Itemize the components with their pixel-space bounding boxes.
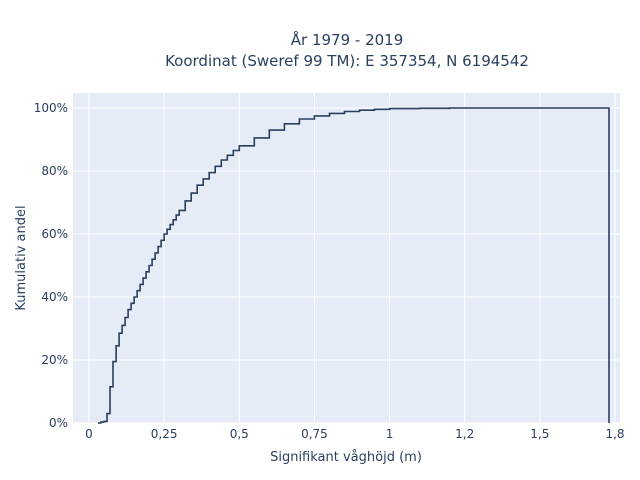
y-tick-label: 100% xyxy=(34,101,68,115)
y-tick-labels: 0% 20% 40% 60% 80% 100% xyxy=(34,101,68,430)
y-tick-label: 80% xyxy=(41,164,68,178)
x-tick-label: 1,8 xyxy=(605,427,624,441)
x-tick-label: 0 xyxy=(85,427,93,441)
x-tick-label: 1,5 xyxy=(530,427,549,441)
x-tick-label: 0,5 xyxy=(230,427,249,441)
x-tick-labels: 0 0,25 0,5 0,75 1 1,2 1,5 1,8 xyxy=(85,427,624,441)
x-tick-label: 0,25 xyxy=(151,427,178,441)
series-layer xyxy=(98,107,610,424)
x-tick-label: 1 xyxy=(386,427,394,441)
y-tick-label: 40% xyxy=(41,290,68,304)
chart-subtitle: Koordinat (Sweref 99 TM): E 357354, N 61… xyxy=(165,52,529,70)
chart-title: År 1979 - 2019 xyxy=(291,30,404,49)
x-tick-label: 0,75 xyxy=(301,427,328,441)
x-axis-label: Signifikant våghöjd (m) xyxy=(270,450,422,465)
y-tick-label: 20% xyxy=(41,353,68,367)
x-tick-label: 1,2 xyxy=(455,427,474,441)
y-tick-label: 60% xyxy=(41,227,68,241)
y-tick-label: 0% xyxy=(49,416,68,430)
y-axis-label: Kumulativ andel xyxy=(14,205,29,310)
ecdf-step-line xyxy=(98,107,610,424)
